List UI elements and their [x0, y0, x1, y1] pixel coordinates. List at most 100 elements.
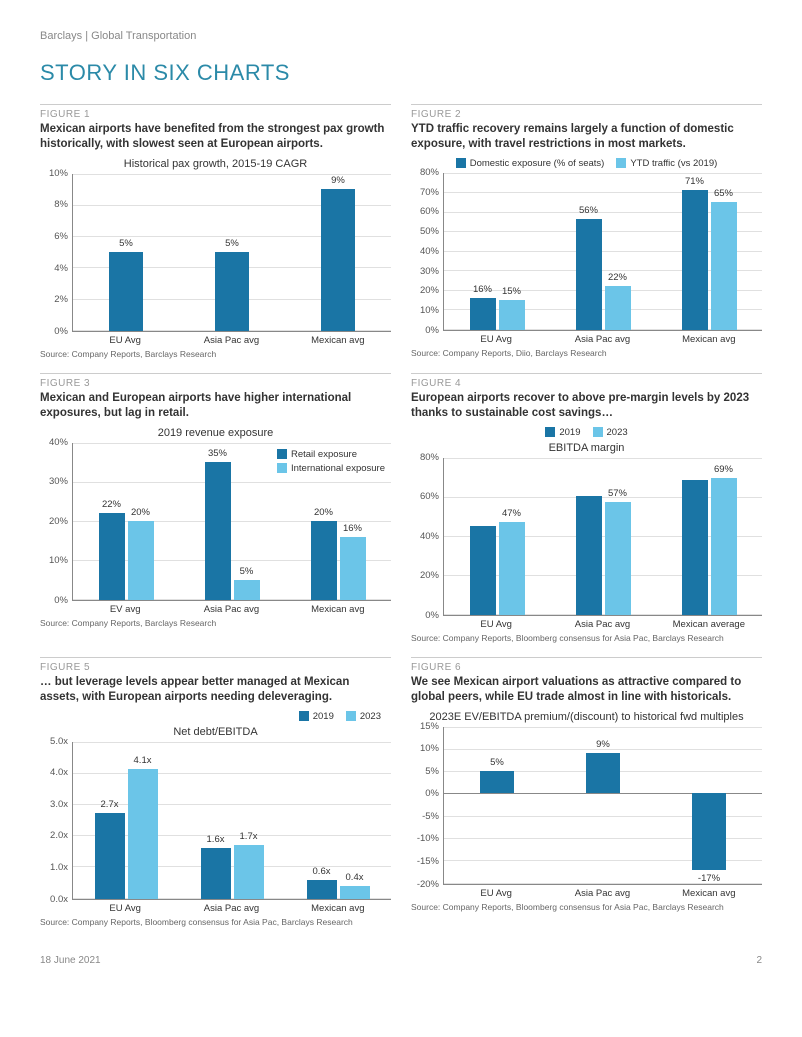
bar: 9%: [586, 753, 620, 794]
chart-subtitle: Historical pax growth, 2015-19 CAGR: [40, 158, 391, 170]
bar: 4.1x: [128, 769, 158, 899]
chart-area: 80%60%40%20%0% 47% 57% 69%: [411, 458, 762, 616]
bar: 69%: [711, 478, 737, 614]
x-label: Asia Pac avg: [178, 335, 284, 346]
bar: 5%: [109, 252, 143, 331]
plot-area: 5% 9% -17%: [443, 727, 762, 885]
bar-value-label: 22%: [102, 499, 121, 510]
main-title: STORY IN SIX CHARTS: [40, 60, 762, 86]
bar: [470, 526, 496, 615]
bar-value-label: 9%: [331, 175, 345, 186]
x-label: EU Avg: [72, 903, 178, 914]
bar-value-label: 47%: [502, 508, 521, 519]
figure-title: Mexican airports have benefited from the…: [40, 122, 391, 152]
bar-group: 1.6x1.7x: [201, 845, 264, 899]
bar: 20%: [128, 521, 154, 600]
x-label: EV avg: [72, 604, 178, 615]
legend-item: 2019: [545, 427, 580, 438]
bar: [682, 480, 708, 614]
legend-item: 2023: [593, 427, 628, 438]
bar: 5%: [215, 252, 249, 331]
bar-group: 22%20%: [99, 513, 154, 600]
bar-value-label: 35%: [208, 448, 227, 459]
chart-legend: 2019 2023: [411, 427, 762, 438]
y-axis: 80%60%40%20%0%: [411, 458, 443, 616]
figure-label: FIGURE 1: [40, 104, 391, 120]
bar-value-label: 0.4x: [346, 872, 364, 883]
figure-4: FIGURE 4European airports recover to abo…: [411, 373, 762, 643]
bar-value-label: 5%: [225, 238, 239, 249]
page-footer: 18 June 2021 2: [40, 949, 762, 966]
figure-title: YTD traffic recovery remains largely a f…: [411, 122, 762, 152]
x-label: EU Avg: [72, 335, 178, 346]
x-label: Asia Pac avg: [549, 334, 655, 345]
footer-date: 18 June 2021: [40, 955, 101, 966]
x-label: Asia Pac avg: [549, 888, 655, 899]
x-axis: EV avgAsia Pac avgMexican avg: [72, 601, 391, 615]
bar-group: 5%: [109, 252, 143, 331]
bar-value-label: 57%: [608, 488, 627, 499]
y-axis: 10%8%6%4%2%0%: [40, 174, 72, 332]
bar-value-label: 16%: [343, 523, 362, 534]
bar: 0.6x: [307, 880, 337, 899]
bar-value-label: 20%: [131, 507, 150, 518]
bar: 22%: [99, 513, 125, 600]
x-axis: EU AvgAsia Pac avgMexican average: [443, 616, 762, 630]
figure-label: FIGURE 3: [40, 373, 391, 389]
charts-grid: FIGURE 1 Mexican airports have benefited …: [40, 104, 762, 927]
bar: 20%: [311, 521, 337, 600]
chart-legend: 20192023: [40, 711, 391, 722]
figure-title: … but leverage levels appear better mana…: [40, 675, 391, 705]
bar: 15%: [499, 300, 525, 330]
x-label: Asia Pac avg: [549, 619, 655, 630]
figure-title: We see Mexican airport valuations as att…: [411, 675, 762, 705]
bar-value-label: 65%: [714, 188, 733, 199]
bar: 16%: [340, 537, 366, 600]
chart-source: Source: Company Reports, Bloomberg conse…: [40, 917, 391, 927]
plot-area: 47% 57% 69%: [443, 458, 762, 616]
bar-group: 57%: [576, 496, 631, 615]
chart-source: Source: Company Reports, Barclays Resear…: [40, 349, 391, 359]
bar-value-label: 16%: [473, 284, 492, 295]
bar-group: 71%65%: [682, 190, 737, 330]
x-label: Mexican avg: [656, 888, 762, 899]
plot-area: 5% 5% 9%: [72, 174, 391, 332]
bar: 2.7x: [95, 813, 125, 898]
figure-5: FIGURE 5… but leverage levels appear bet…: [40, 657, 391, 927]
y-axis: 80%70%60%50%40%30%20%10%0%: [411, 173, 443, 331]
chart-area: 80%70%60%50%40%30%20%10%0%16%15%56%22%71…: [411, 173, 762, 331]
chart-subtitle: Net debt/EBITDA: [40, 726, 391, 738]
bar-value-label: 4.1x: [134, 755, 152, 766]
bar-value-label: 1.6x: [207, 834, 225, 845]
bar-value-label: 5%: [119, 238, 133, 249]
bar-value-label: 20%: [314, 507, 333, 518]
bar-value-label: 1.7x: [240, 831, 258, 842]
figure-title: Mexican and European airports have highe…: [40, 391, 391, 421]
x-label: EU Avg: [443, 334, 549, 345]
bar-group: 20%16%: [311, 521, 366, 600]
x-label: Asia Pac avg: [178, 903, 284, 914]
chart-source: Source: Company Reports, Diio, Barclays …: [411, 348, 762, 358]
x-label: Mexican avg: [656, 334, 762, 345]
chart-area: 5.0x4.0x3.0x2.0x1.0x0.0x2.7x4.1x1.6x1.7x…: [40, 742, 391, 900]
bar-value-label: 5%: [240, 566, 254, 577]
x-label: Asia Pac avg: [178, 604, 284, 615]
chart-area: 10%8%6%4%2%0% 5% 5% 9%: [40, 174, 391, 332]
bar-value-label: -17%: [698, 873, 720, 884]
bar: 22%: [605, 286, 631, 329]
figure-1: FIGURE 1 Mexican airports have benefited …: [40, 104, 391, 359]
bar: 56%: [576, 219, 602, 330]
chart-subtitle: 2019 revenue exposure: [40, 427, 391, 439]
bar: 5%: [234, 580, 260, 600]
chart-source: Source: Company Reports, Bloomberg conse…: [411, 902, 762, 912]
x-label: Mexican avg: [285, 604, 391, 615]
bar: 16%: [470, 298, 496, 330]
figure-6: FIGURE 6We see Mexican airport valuation…: [411, 657, 762, 927]
legend-item: 2019: [299, 711, 334, 722]
bar: 9%: [321, 189, 355, 331]
bar: 5%: [480, 771, 514, 794]
chart-legend: Domestic exposure (% of seats)YTD traffi…: [411, 158, 762, 169]
bar-value-label: 9%: [596, 739, 610, 750]
bar: 65%: [711, 202, 737, 330]
page-header: Barclays | Global Transportation: [40, 30, 762, 42]
